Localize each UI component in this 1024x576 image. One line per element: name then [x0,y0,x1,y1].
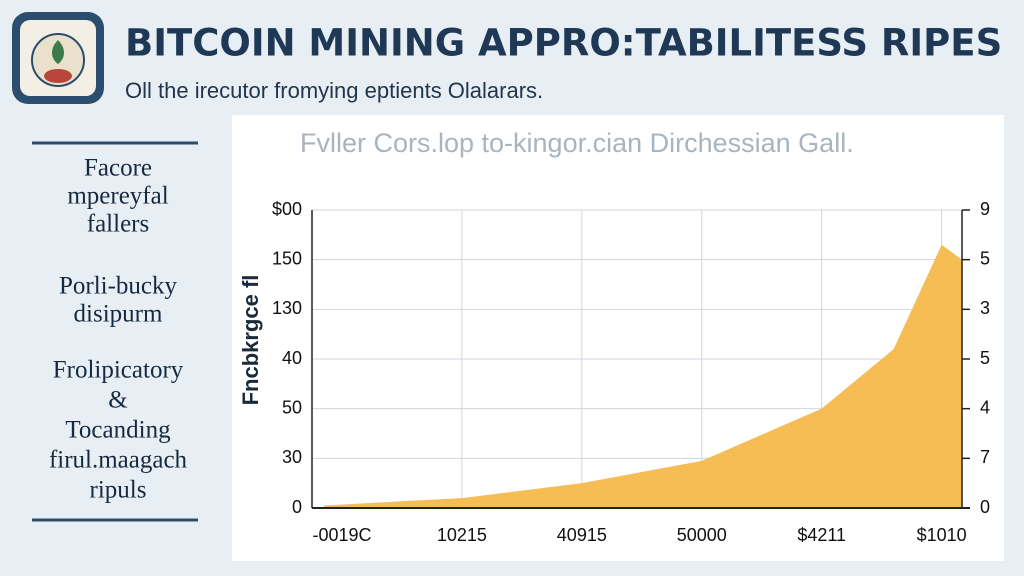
page-title: BITCOIN MINING APPRO:TABILITESS RIPES [125,22,1002,65]
x-tick-label: $4211 [797,525,846,545]
x-tick-label: 10215 [437,525,487,545]
y-tick-label: 0 [292,497,302,517]
chart-title: Fvller Cors.lop to-kingor.cian Dirchessi… [300,128,854,158]
x-tick-label: 40915 [557,525,607,545]
sidebar-text: mpereyfal [67,183,168,210]
x-tick-label: 50000 [677,525,727,545]
y-tick-label: 130 [272,298,302,318]
y2-tick-label: 4 [980,397,990,417]
x-tick-label: $1010 [917,525,967,545]
sidebar-text: Porli-bucky [59,273,178,300]
y-tick-label: 50 [282,397,302,417]
page-subtitle: Oll the irecutor fromying eptients Olala… [125,78,543,103]
sidebar-text: firul.maagach [49,447,188,474]
y2-tick-label: 3 [980,298,990,318]
y-tick-label: 30 [282,447,302,467]
y2-tick-label: 5 [980,248,990,268]
logo [12,12,104,104]
y-tick-label: 150 [272,248,302,268]
sidebar-text: & [108,387,127,414]
sidebar-text: ripuls [90,477,147,504]
y2-tick-label: 5 [980,348,990,368]
area [323,244,962,508]
y2-tick-label: 0 [980,497,990,517]
sidebar-text: Frolipicatory [53,357,184,384]
sidebar-text: fallers [87,211,149,238]
sidebar-text: disipurm [74,301,163,328]
y2-tick-label: 9 [980,199,990,219]
y-axis-label: Fncbkrgce fl [238,275,263,406]
sidebar-text: Tocanding [65,417,171,444]
x-tick-label: -0019C [312,525,371,545]
y2-tick-label: 7 [980,447,990,467]
y-tick-label: $00 [272,199,302,219]
y-tick-label: 40 [282,348,302,368]
sidebar-text: Facore [84,155,152,182]
